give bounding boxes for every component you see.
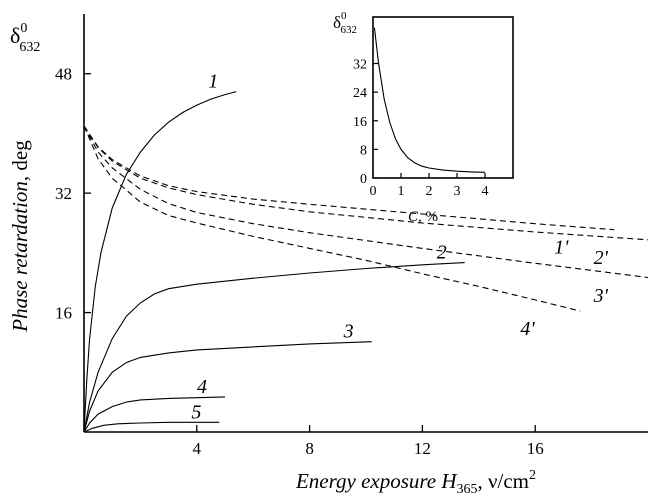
series-label-6: 1' — [554, 237, 569, 259]
x-tick-label: 8 — [305, 439, 314, 458]
series-line-6 — [83, 125, 615, 231]
series-line-7 — [83, 125, 648, 241]
inset-x-tick-label: 2 — [426, 184, 433, 199]
series-label-3: 3 — [343, 321, 354, 343]
series-label-9: 4' — [520, 318, 535, 340]
inset-x-tick-label: 0 — [370, 184, 377, 199]
series-label-1: 1 — [208, 71, 218, 93]
series-line-5 — [83, 421, 220, 433]
series-line-3 — [83, 341, 372, 433]
series-label-7: 2' — [594, 247, 609, 269]
y-axis-label: Phase retardation, deg — [8, 140, 32, 333]
x-axis-label: Energy exposure H365, ν/cm2 — [295, 468, 536, 497]
inset-y-tick-label: 0 — [360, 172, 367, 187]
inset-y-ticks: 0 8 16 24 32 — [353, 58, 378, 187]
inset-y-tick-label: 16 — [353, 115, 367, 130]
x-tick-label: 12 — [414, 439, 431, 458]
inset-y-symbol: δ0 632 — [333, 10, 357, 36]
x-ticks: 4 8 12 16 — [193, 425, 544, 458]
series-group: 1 2 3 4 5 1' 2' 3' 4' — [83, 71, 648, 433]
y-ticks: 16 32 48 — [55, 65, 91, 323]
series-label-8: 3' — [593, 285, 609, 307]
y-tick-label: 48 — [55, 65, 72, 84]
x-tick-label: 16 — [527, 439, 544, 458]
inset-series-group — [373, 27, 486, 173]
inset-x-ticks: 0 1 2 3 4 — [370, 173, 489, 199]
series-line-4 — [83, 396, 226, 433]
inset-frame — [372, 16, 514, 179]
inset-chart: 0 8 16 24 32 0 1 2 3 4 δ0 632 C, % — [333, 10, 514, 225]
series-line-2 — [83, 262, 465, 433]
series-line-9 — [83, 125, 581, 312]
y-symbol: δ0 632 — [10, 21, 40, 55]
inset-series-line-1 — [373, 27, 486, 173]
y-tick-label: 32 — [55, 184, 72, 203]
inset-x-tick-label: 3 — [454, 184, 461, 199]
inset-y-tick-label: 32 — [353, 58, 367, 73]
x-tick-label: 4 — [193, 439, 202, 458]
series-label-5: 5 — [191, 401, 201, 423]
y-tick-label: 16 — [55, 304, 72, 323]
inset-x-tick-label: 4 — [482, 184, 489, 199]
series-label-2: 2 — [437, 242, 447, 264]
series-label-4: 4 — [197, 376, 207, 398]
series-line-1 — [83, 91, 237, 433]
inset-x-axis-label: C, % — [408, 209, 438, 225]
inset-x-tick-label: 1 — [398, 184, 405, 199]
inset-y-tick-label: 24 — [353, 86, 367, 101]
series-line-8 — [83, 125, 648, 279]
inset-y-tick-label: 8 — [360, 143, 367, 158]
